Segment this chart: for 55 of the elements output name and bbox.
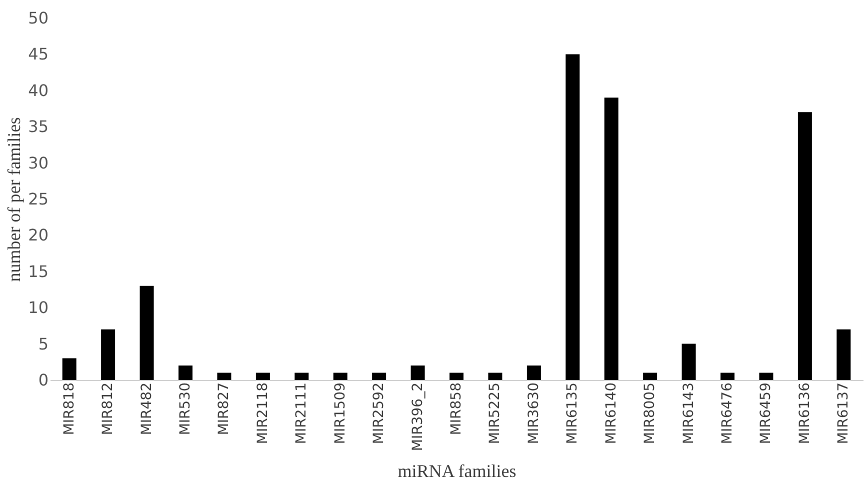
y-tick-label: 45 <box>28 44 48 64</box>
x-axis-title: miRNA families <box>398 461 516 482</box>
y-tick-label: 25 <box>28 190 48 208</box>
y-tick-label: 50 <box>28 8 48 28</box>
x-tick-label: MIR6476 <box>720 382 736 444</box>
y-tick-label: 15 <box>28 262 48 281</box>
x-tick-label: MIR3630 <box>526 382 542 444</box>
x-tick-label: MIR5225 <box>487 382 504 444</box>
x-tick-label: MIR1509 <box>332 382 348 444</box>
bar <box>526 366 541 380</box>
bar <box>566 54 580 380</box>
bar <box>140 286 154 380</box>
y-tick-label: 10 <box>28 298 48 318</box>
x-tick-label: MIR530 <box>178 382 194 436</box>
bar <box>798 112 812 380</box>
bar <box>410 366 425 380</box>
bar <box>372 372 386 380</box>
x-tick-label: MIR2111 <box>294 382 310 444</box>
y-tick-label: 20 <box>28 226 48 245</box>
bar <box>643 372 658 380</box>
bar <box>604 98 618 380</box>
x-tick-label: MIR818 <box>61 382 78 436</box>
y-tick-label: 5 <box>38 334 48 354</box>
bar <box>682 344 696 380</box>
y-tick-label: 40 <box>28 80 48 100</box>
bar <box>488 372 502 380</box>
bar <box>333 372 348 380</box>
bar <box>294 372 309 380</box>
x-tick-label: MIR396_2 <box>410 382 426 452</box>
x-tick-label: MIR812 <box>100 382 116 436</box>
bar <box>217 372 232 380</box>
x-tick-label: MIR2592 <box>371 382 388 444</box>
bar <box>450 372 464 380</box>
x-tick-label: MIR6137 <box>836 382 852 444</box>
bar <box>101 329 116 380</box>
bar <box>178 366 192 380</box>
x-tick-label: MIR482 <box>138 382 155 436</box>
x-tick-label: MIR8005 <box>642 382 658 444</box>
x-tick-label: MIR858 <box>448 382 464 436</box>
y-tick-label: 35 <box>28 117 48 136</box>
x-tick-label: MIR2118 <box>254 382 271 444</box>
x-tick-label: MIR6140 <box>603 382 620 444</box>
bar <box>256 372 270 380</box>
x-tick-label: MIR6135 <box>564 382 581 444</box>
y-tick-label: 0 <box>38 370 48 390</box>
x-tick-label: MIR827 <box>216 382 232 436</box>
bar <box>62 358 76 380</box>
x-tick-label: MIR6459 <box>758 382 774 444</box>
bar <box>759 372 774 380</box>
bar <box>836 329 851 380</box>
y-axis-title: number of per families <box>4 117 24 282</box>
x-tick-label: MIR6136 <box>796 382 813 444</box>
y-tick-label: 30 <box>28 153 48 172</box>
x-tick-label: MIR6143 <box>680 382 697 444</box>
bar <box>720 372 734 380</box>
